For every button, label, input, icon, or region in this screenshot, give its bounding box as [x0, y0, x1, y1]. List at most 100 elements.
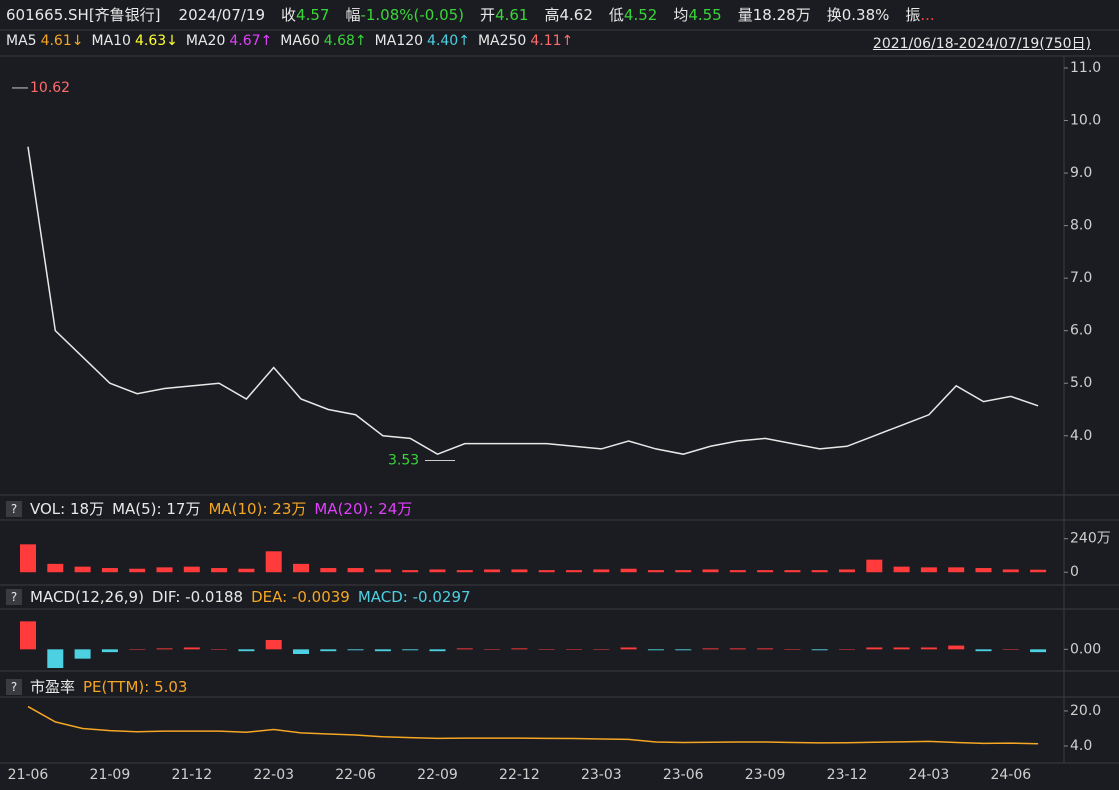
bar — [811, 570, 828, 573]
ma-value: 4.67↑ — [229, 33, 273, 49]
bar — [538, 649, 555, 650]
quote-item: 均4.55 — [673, 4, 721, 25]
ma-label: MA60 — [280, 33, 320, 49]
bar — [757, 648, 774, 650]
bar — [320, 568, 337, 573]
quote-item: 振... — [905, 4, 934, 25]
high-label: 10.62 — [30, 80, 70, 96]
bar — [265, 551, 282, 573]
legend-item: MACD(12,26,9) — [30, 588, 144, 606]
bar — [757, 570, 774, 573]
legend-item: MA(10): 23万 — [208, 500, 307, 518]
bar — [620, 647, 637, 650]
bar — [211, 568, 228, 573]
ma-label: MA10 — [91, 33, 131, 49]
legend-item: DIF: -0.0188 — [151, 588, 244, 606]
y-tick-label: 9.0 — [1070, 165, 1092, 181]
legend-item: MACD: -0.0297 — [357, 588, 471, 606]
bar — [101, 649, 118, 653]
x-tick-label: 21-09 — [90, 767, 131, 783]
bar — [975, 568, 992, 573]
quote-value: 4.57 — [296, 6, 330, 24]
quote-value: 18.28万 — [752, 6, 811, 24]
ma-label: MA20 — [185, 33, 226, 49]
quote-item: 高4.62 — [544, 4, 592, 25]
bar — [675, 570, 692, 573]
ma-item: MA250 4.11↑ — [478, 33, 573, 49]
bar — [484, 569, 501, 573]
quote-value: 4.52 — [623, 6, 658, 24]
bar — [702, 569, 719, 573]
help-button[interactable]: ? — [6, 589, 22, 605]
y-tick-label: 20.0 — [1070, 703, 1101, 719]
bar — [647, 649, 664, 651]
bar — [538, 570, 555, 573]
bar — [784, 649, 801, 650]
bar — [702, 648, 719, 650]
x-tick-label: 24-06 — [990, 767, 1031, 783]
bar — [374, 649, 391, 652]
bar — [47, 649, 64, 668]
bar — [238, 649, 255, 652]
bar — [156, 567, 173, 573]
quote-label: 振 — [905, 6, 921, 24]
quote-value: ... — [920, 6, 935, 24]
quote-value: 4.55 — [688, 6, 722, 24]
bar — [729, 648, 746, 650]
bar — [839, 649, 855, 650]
bar — [129, 649, 146, 650]
bar — [20, 544, 36, 573]
quote-label: 收 — [281, 6, 297, 24]
x-tick-label: 23-06 — [663, 767, 704, 783]
bar — [347, 568, 364, 573]
quote-label: 开 — [480, 6, 496, 24]
bar — [74, 649, 91, 659]
quote-label: 高 — [544, 6, 560, 24]
ma-label: MA120 — [374, 33, 424, 49]
low-label: 3.53 — [388, 452, 419, 468]
bar — [866, 647, 883, 650]
y-tick-label: 0.00 — [1070, 641, 1101, 657]
bar — [566, 570, 582, 573]
range-row: 2021/06/18-2024/07/19(750日) — [873, 33, 1091, 53]
bar — [484, 649, 501, 650]
bar — [211, 649, 228, 650]
ma-item: MA10 4.63↓ — [91, 33, 177, 49]
bar — [920, 567, 937, 573]
help-button[interactable]: ? — [6, 500, 22, 517]
quote-label: 幅 — [345, 6, 361, 24]
quote-value: 4.62 — [559, 6, 593, 24]
quote-value: 0.38% — [841, 6, 890, 24]
bar — [729, 570, 746, 573]
ma-value: 4.68↑ — [323, 33, 367, 49]
legend-row: ? VOL: 18万 MA(5): 17万 MA(10): 23万 MA(20): 24… — [6, 498, 412, 519]
price-line — [27, 146, 1039, 455]
ma-row: MA5 4.61↓ MA10 4.63↓ MA20 4.67↑ MA60 4.68↑ MA120… — [6, 33, 573, 49]
legend-item: PE(TTM): 5.03 — [83, 677, 188, 696]
bar — [593, 569, 610, 573]
bar — [320, 649, 337, 652]
y-tick-label: 240万 — [1070, 531, 1111, 547]
legend-item: 市盈率 — [30, 678, 76, 696]
bar — [20, 621, 36, 650]
symbol: 601665.SH[齐鲁银行] — [6, 6, 161, 24]
bar — [402, 570, 419, 573]
bar — [456, 648, 473, 650]
ma-value: 4.63↓ — [134, 33, 178, 49]
bar — [293, 563, 309, 573]
bar — [238, 568, 255, 573]
x-tick-label: 21-06 — [8, 767, 49, 783]
bar — [293, 649, 309, 654]
bar — [511, 648, 528, 650]
bar — [811, 649, 828, 651]
bar — [74, 566, 91, 573]
bar — [183, 647, 200, 650]
x-tick-label: 24-03 — [909, 767, 950, 783]
help-button[interactable]: ? — [6, 678, 22, 695]
legend-item: MA(20): 24万 — [314, 500, 413, 518]
quote-item: 幅-1.08%(-0.05) — [345, 4, 464, 25]
legend-row: ? 市盈率 PE(TTM): 5.03 — [6, 676, 187, 697]
y-tick-label: 11.0 — [1070, 60, 1101, 76]
bar — [948, 645, 965, 650]
bar — [1002, 569, 1019, 573]
